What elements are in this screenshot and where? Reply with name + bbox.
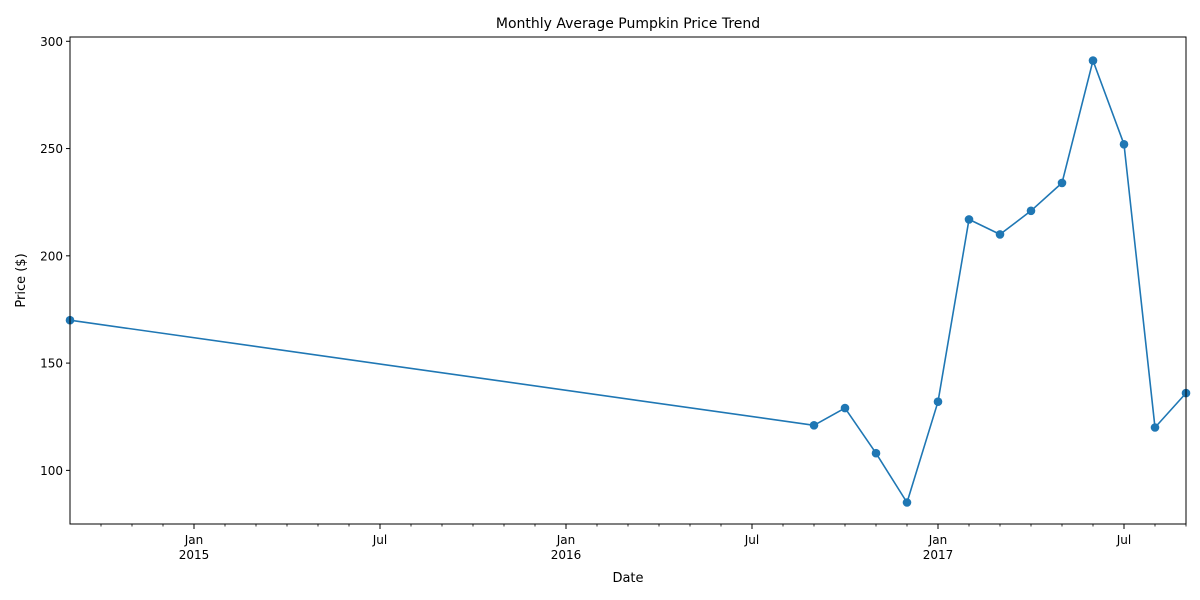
data-point xyxy=(809,421,819,430)
x-tick-label: Jan xyxy=(556,533,576,547)
y-axis: 100 150 200 250 300 xyxy=(40,35,70,478)
x-tick-label: Jan xyxy=(928,533,948,547)
x-tick-label: Jan xyxy=(184,533,204,547)
data-point xyxy=(1026,206,1036,216)
x-axis-label: Date xyxy=(612,571,643,586)
plot-frame xyxy=(69,36,1187,525)
series-plot xyxy=(65,56,1191,507)
x-tick-label: Jul xyxy=(744,533,759,547)
data-point xyxy=(1088,56,1098,65)
y-tick-label: 150 xyxy=(40,357,63,371)
chart-title: Monthly Average Pumpkin Price Trend xyxy=(496,16,760,32)
y-axis-label: Price ($) xyxy=(14,253,29,307)
data-point xyxy=(840,403,850,413)
data-point xyxy=(1057,178,1067,188)
x-tick-year-label: 2015 xyxy=(179,548,210,562)
data-point xyxy=(995,230,1005,239)
x-tick-label: Jul xyxy=(372,533,387,547)
data-point xyxy=(902,498,912,507)
x-tick-year-label: 2016 xyxy=(551,548,582,562)
series-line xyxy=(69,59,1187,504)
x-tick-year-label: 2017 xyxy=(923,548,954,562)
y-tick-label: 200 xyxy=(40,249,63,263)
x-tick-label: Jul xyxy=(1116,533,1131,547)
data-point xyxy=(1119,140,1129,149)
data-point xyxy=(964,215,974,224)
y-tick-label: 300 xyxy=(40,35,63,49)
data-point xyxy=(1150,423,1160,432)
data-point xyxy=(933,397,943,407)
data-point xyxy=(871,448,881,458)
y-tick-label: 100 xyxy=(40,464,63,478)
y-tick-label: 250 xyxy=(40,142,63,156)
